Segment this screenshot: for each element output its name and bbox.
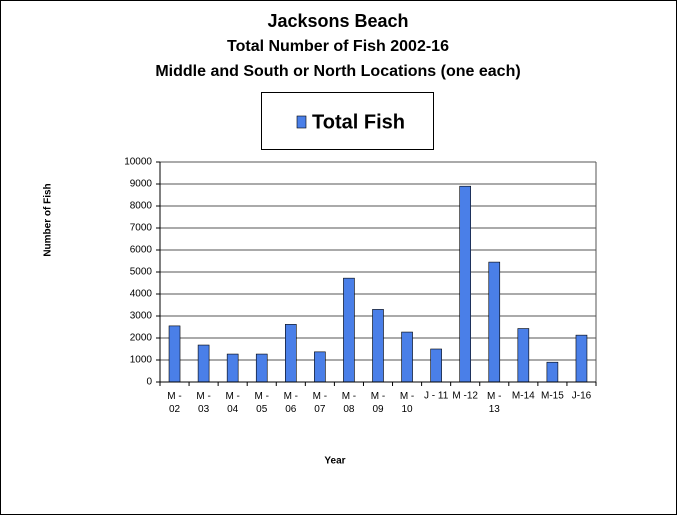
y-tick-label: 0: [146, 377, 152, 388]
bar: [284, 324, 297, 383]
x-tick-label: M -08: [342, 391, 356, 415]
bar: [575, 334, 588, 383]
bar: [488, 261, 501, 383]
bar: [314, 351, 326, 383]
x-tick-label: M -09: [371, 391, 385, 415]
legend-label: Total Fish: [312, 111, 405, 133]
y-tick-label: 7000: [130, 223, 153, 234]
x-tick-label: M -10: [400, 391, 414, 415]
bar: [197, 344, 210, 383]
y-tick-label: 9000: [130, 179, 153, 190]
chart-subtitle: Middle and South or North Locations (one…: [155, 63, 520, 80]
y-tick-label: 8000: [130, 201, 153, 212]
x-tick-label: M -13: [487, 391, 501, 415]
x-tick-label: M -12: [452, 391, 478, 402]
bar: [226, 353, 239, 383]
legend-swatch: [296, 115, 307, 129]
x-tick-label: M -07: [313, 391, 327, 415]
bar: [546, 361, 559, 383]
y-tick-label: 3000: [130, 311, 153, 322]
x-tick-label: M -04: [225, 391, 239, 415]
x-tick-label: M -06: [284, 391, 298, 415]
x-tick-label: J - 11: [424, 391, 449, 402]
bar: [372, 309, 384, 383]
y-tick-label: 4000: [130, 289, 153, 300]
x-tick-label: M-15: [541, 391, 564, 402]
x-tick-label: M-14: [512, 391, 535, 402]
bar: [343, 277, 355, 383]
y-tick-label: 1000: [130, 355, 153, 366]
bar: [255, 353, 268, 383]
chart-subtitle: Total Number of Fish 2002-16: [227, 38, 449, 55]
x-tick-label: J-16: [572, 391, 592, 402]
x-tick-label: M -03: [196, 391, 210, 415]
y-tick-label: 10000: [124, 157, 152, 168]
x-axis-label: Year: [324, 456, 345, 467]
bar: [517, 328, 530, 383]
chart-title: Jacksons Beach: [267, 11, 408, 31]
y-tick-label: 6000: [130, 245, 153, 256]
bar: [168, 325, 181, 383]
x-tick-label: M -05: [255, 391, 269, 415]
bar: [459, 185, 472, 383]
y-axis-label: Number of Fish: [43, 183, 54, 256]
legend-box: [261, 92, 434, 150]
y-tick-label: 5000: [130, 267, 153, 278]
bar: [401, 331, 413, 383]
bar: [430, 348, 442, 383]
y-tick-label: 2000: [130, 333, 153, 344]
x-tick-label: M -02: [167, 391, 181, 415]
